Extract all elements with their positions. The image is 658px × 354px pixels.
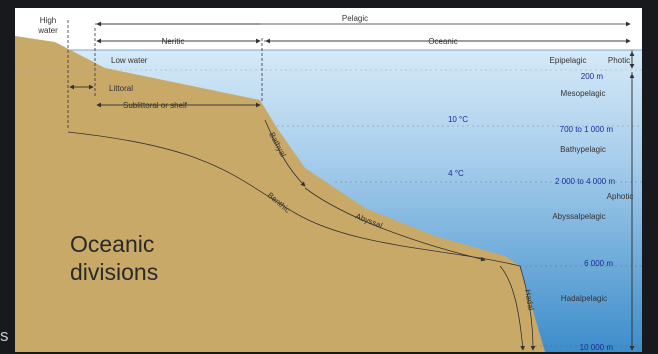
high-water-label-line1: High	[40, 16, 56, 25]
depth-2000-4000-label: 2 000 to 4 000 m	[555, 177, 615, 186]
littoral-label: Littoral	[109, 84, 133, 93]
epipelagic-label: Epipelagic	[550, 56, 587, 65]
low-water-label: Low water	[111, 56, 148, 65]
bathypelagic-label: Bathypelagic	[560, 145, 606, 154]
pelagic-label: Pelagic	[342, 14, 368, 23]
depth-6000-label: 6 000 m	[584, 259, 613, 268]
photic-label: Photic	[608, 56, 630, 65]
diagram-canvas: High water Pelagic Neritic Oceanic Low w…	[15, 14, 642, 352]
oceanic-label: Oceanic	[428, 37, 457, 46]
depth-200-label: 200 m	[581, 72, 604, 81]
depth-10000-label: 10 000 m	[580, 343, 614, 352]
aphotic-label: Aphotic	[607, 192, 634, 201]
hadal-arrow	[499, 265, 526, 351]
title-line1: Oceanic	[70, 231, 154, 257]
depth-700-1000-label: 700 to 1 000 m	[560, 125, 614, 134]
hadal-label: Hadal	[523, 289, 536, 311]
neritic-label: Neritic	[162, 37, 185, 46]
seafloor-land	[15, 36, 545, 352]
corner-fragment-text: s	[0, 326, 9, 345]
temp-4-label: 4 °C	[448, 169, 464, 178]
temp-10-label: 10 °C	[448, 115, 468, 124]
bathyal-arrow	[264, 119, 306, 187]
title-line2: divisions	[70, 259, 158, 285]
abyssal-arrow	[304, 187, 486, 262]
abyssalpelagic-label: Abyssalpelagic	[552, 212, 605, 221]
benthic-arrow	[67, 131, 536, 351]
mesopelagic-label: Mesopelagic	[561, 89, 606, 98]
sublittoral-label: Sublittoral or shelf	[123, 101, 188, 110]
oceanic-divisions-diagram: High water Pelagic Neritic Oceanic Low w…	[15, 8, 642, 352]
high-water-label-line2: water	[37, 26, 58, 35]
hadalpelagic-label: Hadalpelagic	[561, 294, 607, 303]
